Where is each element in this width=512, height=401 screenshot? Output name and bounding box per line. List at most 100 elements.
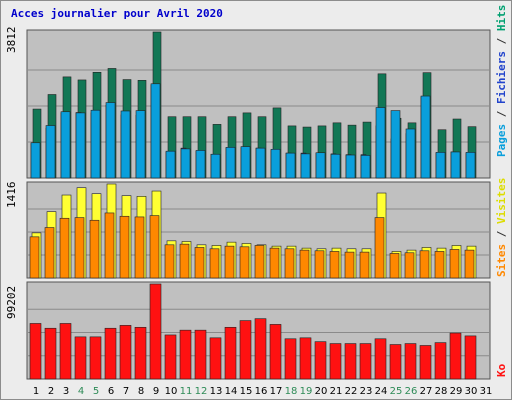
x-tick-label: 22 <box>345 386 358 397</box>
bar-sites <box>149 215 160 279</box>
bar-ko <box>254 318 267 380</box>
bar-pages <box>135 110 146 179</box>
bar-pages <box>30 142 41 179</box>
bar-sites <box>134 216 145 279</box>
bar-sites <box>419 250 430 279</box>
bar-ko <box>464 335 477 380</box>
x-tick-label: 28 <box>435 386 448 397</box>
bar-sites <box>119 215 130 279</box>
bar-pages <box>150 83 161 179</box>
bar-ko <box>389 344 402 380</box>
bar-sites <box>464 249 475 279</box>
bar-sites <box>389 253 400 279</box>
bar-sites <box>29 236 40 279</box>
bar-sites <box>104 212 115 279</box>
bar-pages <box>375 107 386 179</box>
bar-ko <box>314 341 327 380</box>
bar-ko <box>164 334 177 380</box>
bar-pages <box>255 147 266 179</box>
bar-sites <box>164 244 175 279</box>
x-tick-label: 1 <box>33 386 39 397</box>
bar-ko <box>179 329 192 380</box>
x-tick-label: 29 <box>450 386 463 397</box>
bar-pages <box>180 148 191 179</box>
bar-sites <box>209 248 220 279</box>
x-tick-label: 4 <box>78 386 84 397</box>
bar-ko <box>404 343 417 380</box>
bar-ko <box>89 336 102 380</box>
bar-pages <box>360 155 371 179</box>
bar-sites <box>299 249 310 279</box>
bar-ko <box>194 329 207 380</box>
bar-sites <box>374 217 385 279</box>
chart-title: Acces journalier pour Avril 2020 <box>11 7 223 20</box>
y-max-label-bandwidth: 99202 <box>5 285 18 319</box>
bar-sites <box>59 217 70 279</box>
bar-pages <box>450 151 461 179</box>
legend-traffic: Pages / Fichiers / Hits <box>495 5 508 157</box>
bar-sites <box>449 249 460 279</box>
x-tick-label: 25 <box>390 386 403 397</box>
x-tick-label: 15 <box>240 386 253 397</box>
bar-pages <box>240 146 251 179</box>
x-tick-label: 10 <box>165 386 178 397</box>
bar-pages <box>75 112 86 179</box>
bar-sites <box>314 250 325 279</box>
bar-pages <box>285 152 296 179</box>
x-tick-label: 11 <box>180 386 193 397</box>
x-tick-label: 31 <box>480 386 493 397</box>
x-tick-label: 21 <box>330 386 343 397</box>
bar-sites <box>329 251 340 279</box>
x-tick-label: 12 <box>195 386 208 397</box>
x-tick-label: 8 <box>138 386 144 397</box>
bar-ko <box>119 325 132 380</box>
bar-pages <box>465 152 476 179</box>
legend-separator: / <box>495 104 508 124</box>
legend-sites: Sites <box>495 243 508 277</box>
x-tick-label: 26 <box>405 386 418 397</box>
bar-sites <box>344 251 355 279</box>
bar-ko <box>329 343 342 380</box>
bar-pages <box>210 153 221 179</box>
legend-hits: Hits <box>495 4 508 32</box>
bar-pages <box>120 110 131 179</box>
y-max-label-traffic: 3812 <box>5 26 18 54</box>
bar-sites <box>224 245 235 279</box>
legend-bandwidth: Ko <box>495 364 508 377</box>
legend-separator: / <box>495 31 508 52</box>
legend-pages: Pages <box>495 123 508 157</box>
bar-pages <box>405 128 416 179</box>
bar-ko <box>359 343 372 380</box>
x-tick-label: 19 <box>300 386 313 397</box>
bar-ko <box>269 324 282 380</box>
bar-sites <box>434 251 445 279</box>
bar-ko <box>284 338 297 380</box>
bar-pages <box>330 153 341 179</box>
legend-fichiers: Fichiers <box>495 51 508 104</box>
x-tick-label: 14 <box>225 386 238 397</box>
legend-ko: Ko <box>495 363 508 377</box>
bar-pages <box>225 147 236 179</box>
bar-sites <box>44 227 55 279</box>
bar-pages <box>420 95 431 179</box>
bar-ko <box>239 320 252 380</box>
x-tick-label: 24 <box>375 386 388 397</box>
x-tick-label: 6 <box>108 386 114 397</box>
bar-ko <box>104 327 117 380</box>
x-tick-label: 20 <box>315 386 328 397</box>
legend-separator: / <box>495 224 508 244</box>
bar-sites <box>404 252 415 279</box>
bar-pages <box>60 111 71 179</box>
bar-sites <box>74 217 85 279</box>
bar-ko <box>44 327 57 380</box>
bar-ko <box>59 323 72 380</box>
bar-sites <box>284 248 295 279</box>
bar-pages <box>270 148 281 179</box>
bar-ko <box>209 337 222 380</box>
x-tick-label: 27 <box>420 386 433 397</box>
bar-ko <box>224 326 237 380</box>
x-tick-label: 5 <box>93 386 99 397</box>
bar-sites <box>269 247 280 279</box>
x-tick-label: 7 <box>123 386 129 397</box>
bar-pages <box>195 150 206 179</box>
